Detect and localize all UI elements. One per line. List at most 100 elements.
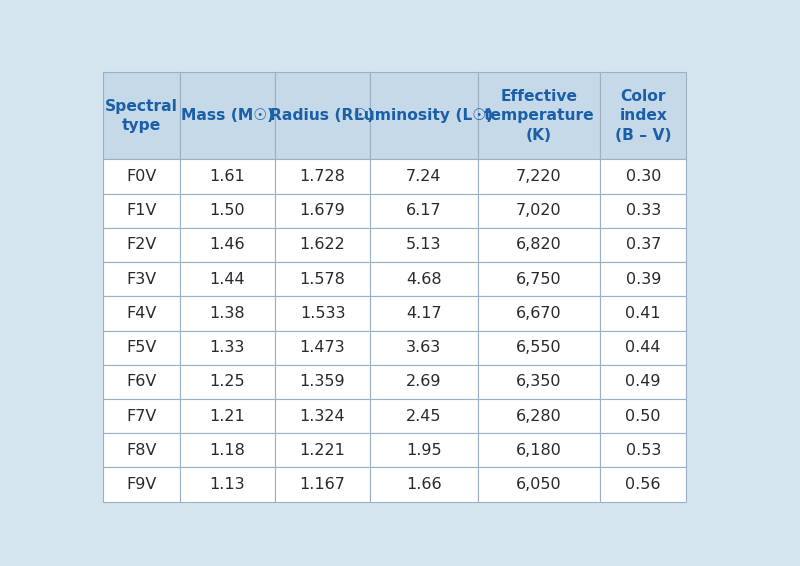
Bar: [370, 468, 478, 501]
Text: 1.33: 1.33: [210, 340, 245, 355]
Text: F8V: F8V: [126, 443, 157, 458]
Bar: [600, 365, 686, 399]
Text: Luminosity (L☉): Luminosity (L☉): [354, 108, 494, 123]
Text: 1.622: 1.622: [300, 238, 346, 252]
Text: 4.17: 4.17: [406, 306, 442, 321]
Bar: [103, 72, 180, 160]
Text: 2.69: 2.69: [406, 374, 442, 389]
Bar: [103, 296, 180, 331]
Bar: [600, 262, 686, 296]
Text: 1.221: 1.221: [299, 443, 346, 458]
Text: 1.38: 1.38: [210, 306, 246, 321]
Bar: [103, 262, 180, 296]
Text: 6,550: 6,550: [516, 340, 562, 355]
Text: 1.46: 1.46: [210, 238, 246, 252]
Bar: [478, 262, 600, 296]
Text: F7V: F7V: [126, 409, 157, 423]
Bar: [370, 331, 478, 365]
Text: 1.13: 1.13: [210, 477, 246, 492]
Bar: [180, 399, 275, 433]
Bar: [370, 399, 478, 433]
Text: 1.44: 1.44: [210, 272, 246, 287]
Bar: [275, 365, 370, 399]
Text: 6,750: 6,750: [516, 272, 562, 287]
Bar: [600, 331, 686, 365]
Text: 6,350: 6,350: [516, 374, 562, 389]
Text: 0.49: 0.49: [626, 374, 661, 389]
Text: 6,670: 6,670: [516, 306, 562, 321]
Text: 1.50: 1.50: [210, 203, 246, 218]
Bar: [275, 331, 370, 365]
Text: 7,020: 7,020: [516, 203, 562, 218]
Text: 1.18: 1.18: [210, 443, 246, 458]
Bar: [600, 399, 686, 433]
Bar: [370, 433, 478, 468]
Bar: [478, 365, 600, 399]
Bar: [478, 72, 600, 160]
Text: 6,280: 6,280: [516, 409, 562, 423]
Bar: [275, 399, 370, 433]
Bar: [180, 194, 275, 228]
Text: Color
index
(B – V): Color index (B – V): [615, 89, 671, 143]
Text: 6.17: 6.17: [406, 203, 442, 218]
Text: 1.533: 1.533: [300, 306, 346, 321]
Bar: [600, 228, 686, 262]
Bar: [478, 160, 600, 194]
Bar: [600, 194, 686, 228]
Bar: [600, 72, 686, 160]
Bar: [478, 468, 600, 501]
Text: 1.61: 1.61: [210, 169, 246, 184]
Bar: [370, 296, 478, 331]
Text: 6,820: 6,820: [516, 238, 562, 252]
Text: 1.324: 1.324: [300, 409, 346, 423]
Bar: [180, 433, 275, 468]
Bar: [478, 296, 600, 331]
Text: 1.21: 1.21: [210, 409, 246, 423]
Text: F9V: F9V: [126, 477, 157, 492]
Text: F2V: F2V: [126, 238, 157, 252]
Text: Effective
temperature
(K): Effective temperature (K): [483, 89, 594, 143]
Bar: [180, 468, 275, 501]
Text: 1.679: 1.679: [300, 203, 346, 218]
Text: 0.41: 0.41: [626, 306, 661, 321]
Bar: [180, 296, 275, 331]
Bar: [478, 399, 600, 433]
Bar: [275, 296, 370, 331]
Text: Spectral
type: Spectral type: [105, 98, 178, 133]
Text: 1.473: 1.473: [300, 340, 346, 355]
Bar: [478, 331, 600, 365]
Bar: [370, 194, 478, 228]
Text: 0.53: 0.53: [626, 443, 661, 458]
Text: F1V: F1V: [126, 203, 157, 218]
Text: F0V: F0V: [126, 169, 157, 184]
Bar: [103, 433, 180, 468]
Bar: [180, 262, 275, 296]
Text: 1.66: 1.66: [406, 477, 442, 492]
Bar: [103, 399, 180, 433]
Bar: [103, 331, 180, 365]
Text: 1.95: 1.95: [406, 443, 442, 458]
Bar: [478, 433, 600, 468]
Bar: [275, 160, 370, 194]
Bar: [370, 262, 478, 296]
Text: 7,220: 7,220: [516, 169, 562, 184]
Text: 0.44: 0.44: [626, 340, 661, 355]
Bar: [180, 365, 275, 399]
Text: 0.39: 0.39: [626, 272, 661, 287]
Bar: [370, 365, 478, 399]
Text: F6V: F6V: [126, 374, 157, 389]
Bar: [275, 262, 370, 296]
Bar: [180, 331, 275, 365]
Text: 1.359: 1.359: [300, 374, 346, 389]
Text: F5V: F5V: [126, 340, 157, 355]
Bar: [103, 468, 180, 501]
Text: 1.167: 1.167: [299, 477, 346, 492]
Text: 4.68: 4.68: [406, 272, 442, 287]
Bar: [103, 160, 180, 194]
Bar: [103, 365, 180, 399]
Bar: [478, 228, 600, 262]
Text: 0.33: 0.33: [626, 203, 661, 218]
Bar: [600, 468, 686, 501]
Bar: [180, 72, 275, 160]
Text: 6,180: 6,180: [516, 443, 562, 458]
